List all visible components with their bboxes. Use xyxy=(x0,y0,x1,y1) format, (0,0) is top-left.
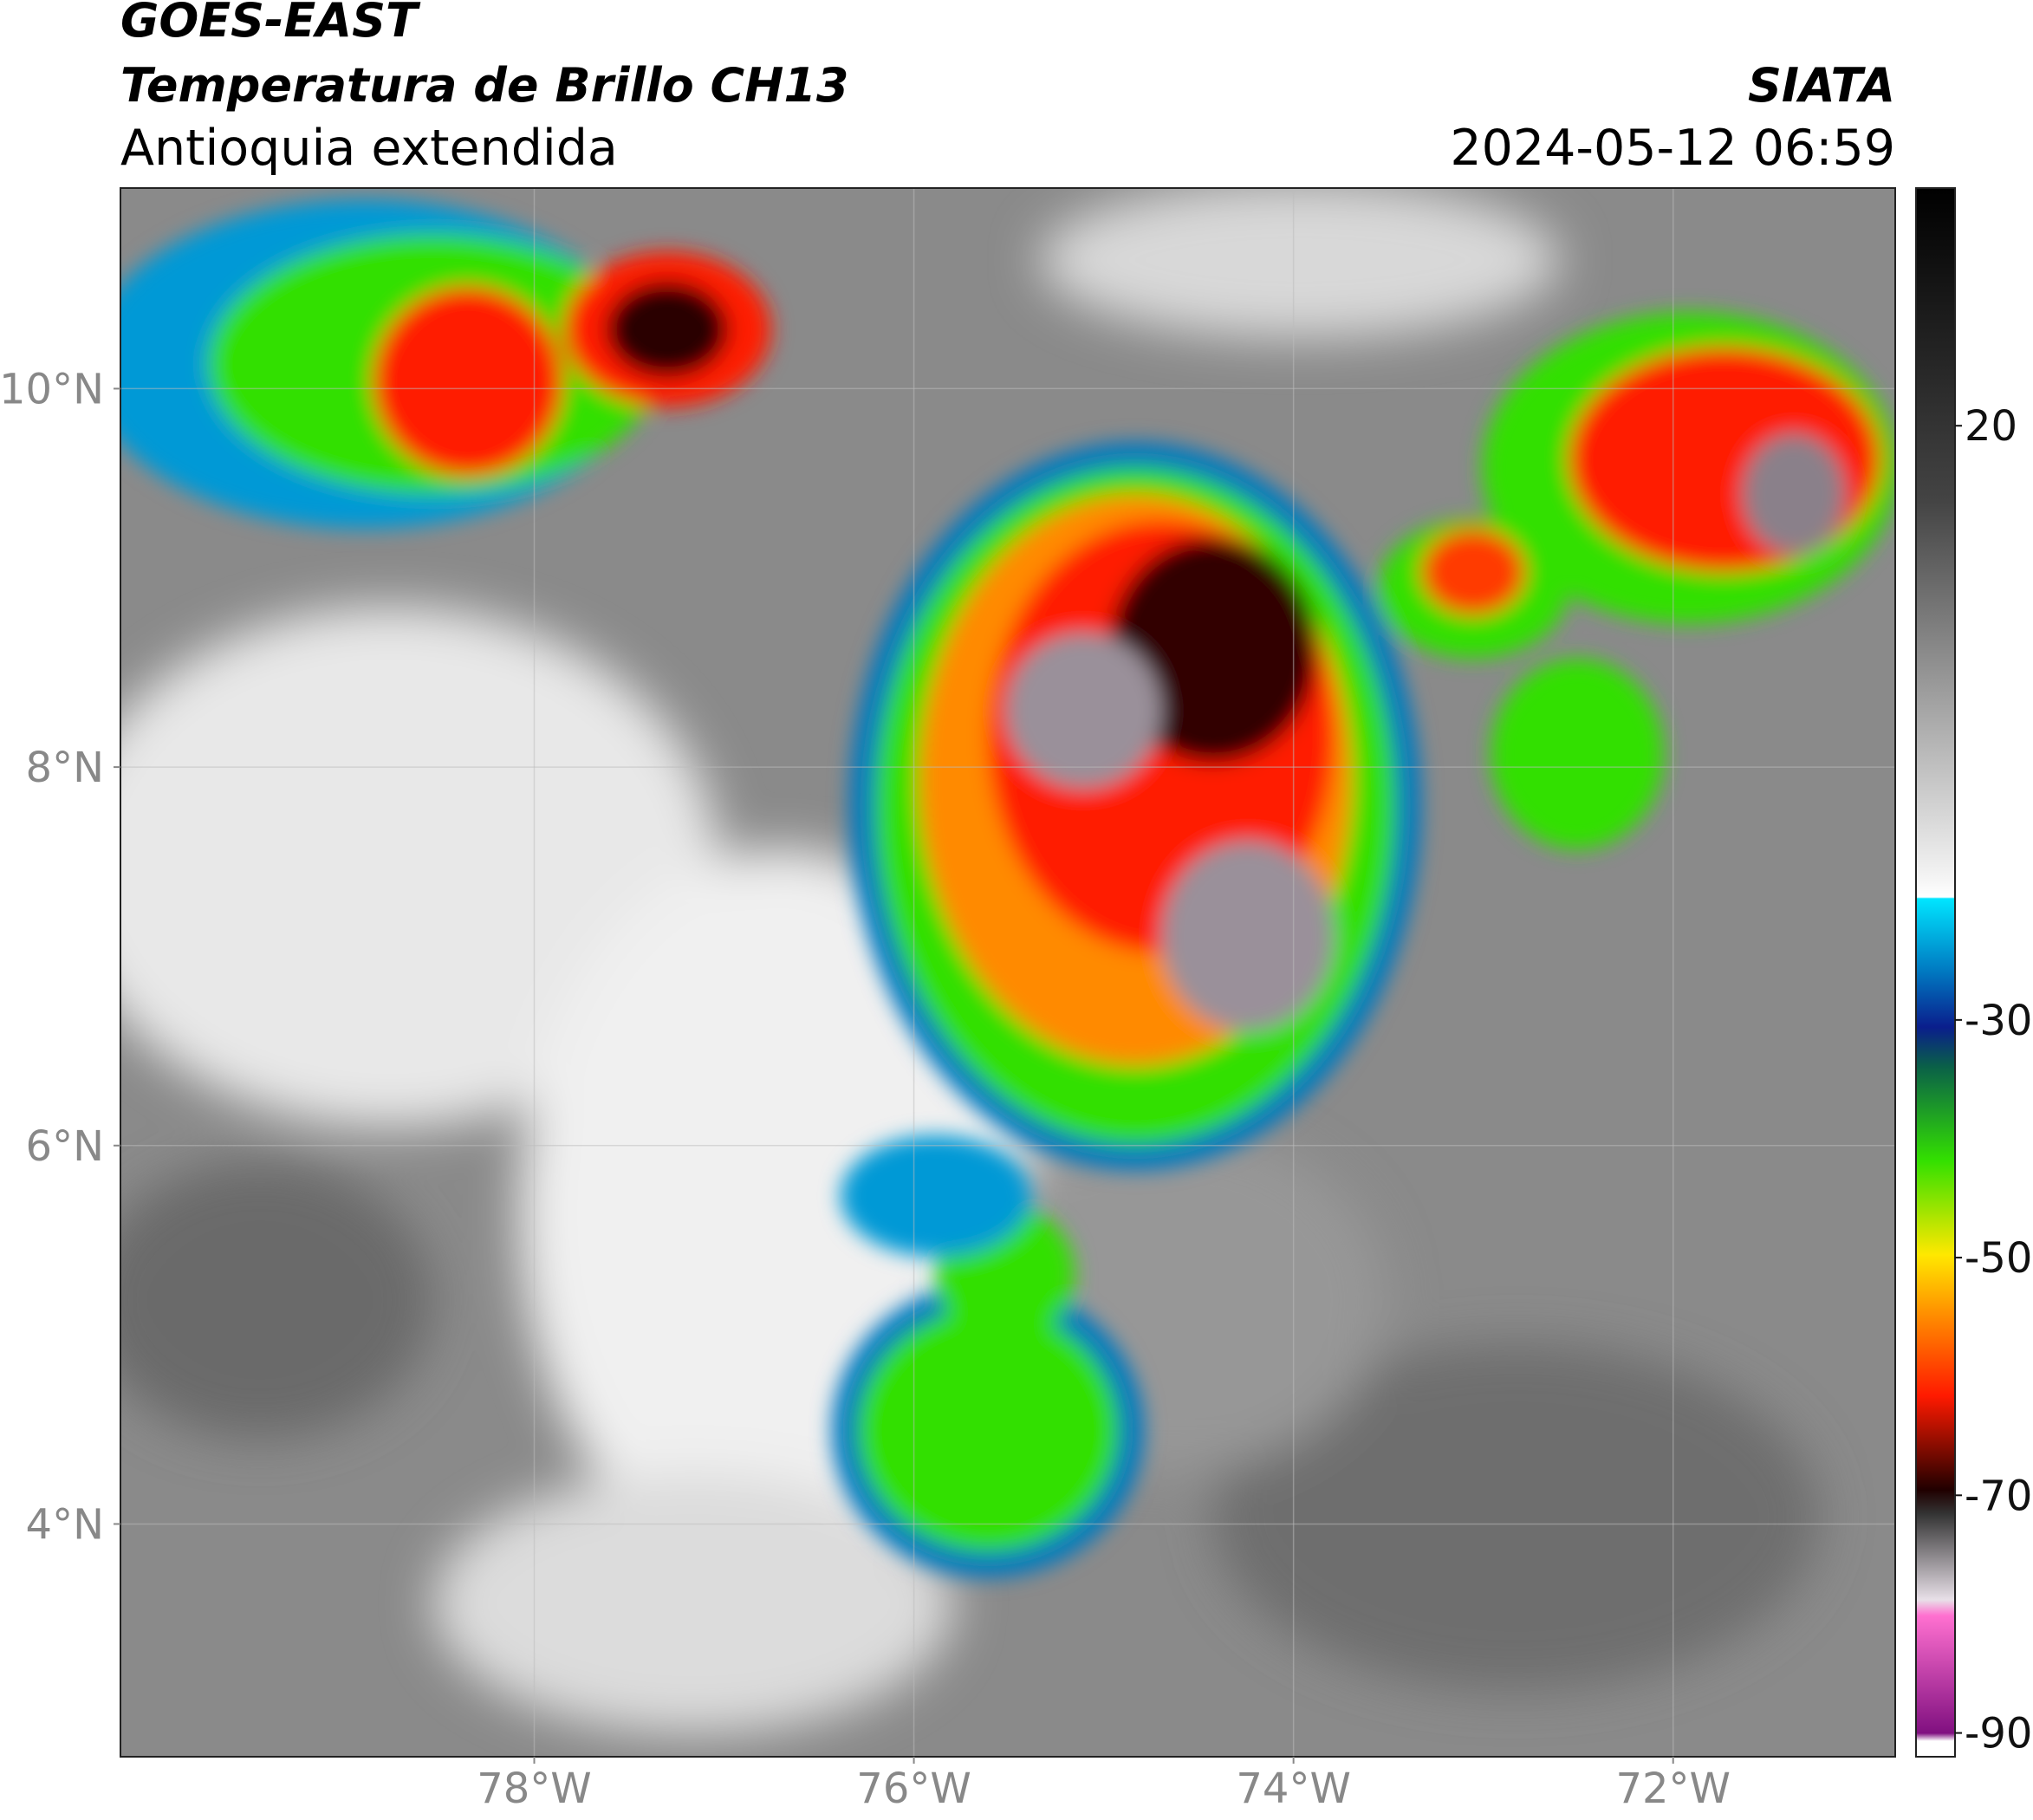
map-frame xyxy=(120,187,1896,1758)
region: Antioquia extendida xyxy=(120,120,618,177)
y-tick-label: 4°N xyxy=(26,1500,104,1549)
title: GOES-EAST xyxy=(120,0,421,48)
x-tick-label: 76°W xyxy=(856,1765,971,1813)
x-tick-label: 74°W xyxy=(1236,1765,1351,1813)
colorbar-tick-label: -90 xyxy=(1965,1710,2032,1758)
colorbar xyxy=(1915,187,1956,1758)
colorbar-tick-label: -50 xyxy=(1965,1234,2032,1283)
source: SIATA xyxy=(1748,58,1895,113)
y-tick-label: 8°N xyxy=(26,744,104,792)
satellite-image xyxy=(120,188,1895,1757)
x-tick-label: 72°W xyxy=(1615,1765,1731,1813)
y-tick-label: 6°N xyxy=(26,1122,104,1171)
colorbar-tick-label: 20 xyxy=(1965,402,2017,451)
subtitle: Temperatura de Brillo CH13 xyxy=(120,58,849,113)
colorbar-tick-label: -30 xyxy=(1965,997,2032,1045)
datetime: 2024-05-12 06:59 xyxy=(1450,120,1895,177)
x-tick-label: 78°W xyxy=(477,1765,592,1813)
colorbar-tick-label: -70 xyxy=(1965,1472,2032,1520)
y-tick-label: 10°N xyxy=(0,365,104,413)
